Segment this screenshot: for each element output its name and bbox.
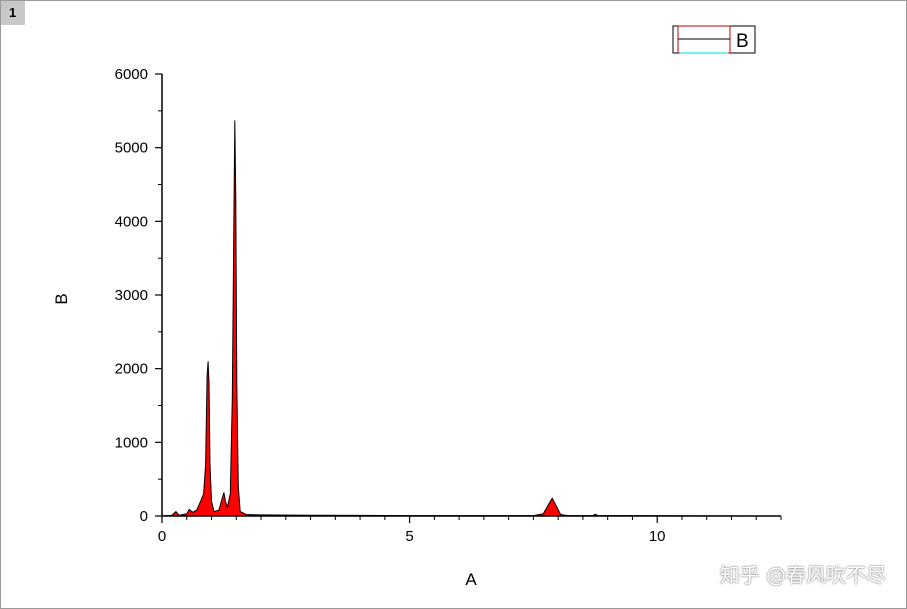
x-tick-label: 5: [405, 528, 413, 545]
y-tick-label: 2000: [115, 361, 148, 378]
y-tick-label: 1000: [115, 434, 148, 451]
y-tick-label: 3000: [115, 287, 148, 304]
y-tick-label: 6000: [115, 66, 148, 83]
page-number-tab[interactable]: 1: [1, 1, 25, 25]
y-tick-label: 5000: [115, 140, 148, 157]
watermark: 知乎 @春风吹不尽: [719, 563, 886, 587]
x-tick-label: 10: [649, 528, 666, 545]
legend-label: B: [736, 31, 749, 52]
y-tick-label: 4000: [115, 213, 148, 230]
plot-area: [161, 120, 782, 517]
y-tick-label: 0: [140, 508, 148, 525]
axes: 0 5 10 0 1000 2000 3000 4000 5000 6000: [115, 66, 782, 545]
series-line: [161, 120, 782, 517]
x-tick-label: 0: [158, 528, 166, 545]
x-axis-label: A: [465, 570, 477, 589]
legend[interactable]: B: [672, 25, 756, 54]
y-axis-label: B: [52, 293, 71, 304]
series-area: [162, 120, 781, 517]
